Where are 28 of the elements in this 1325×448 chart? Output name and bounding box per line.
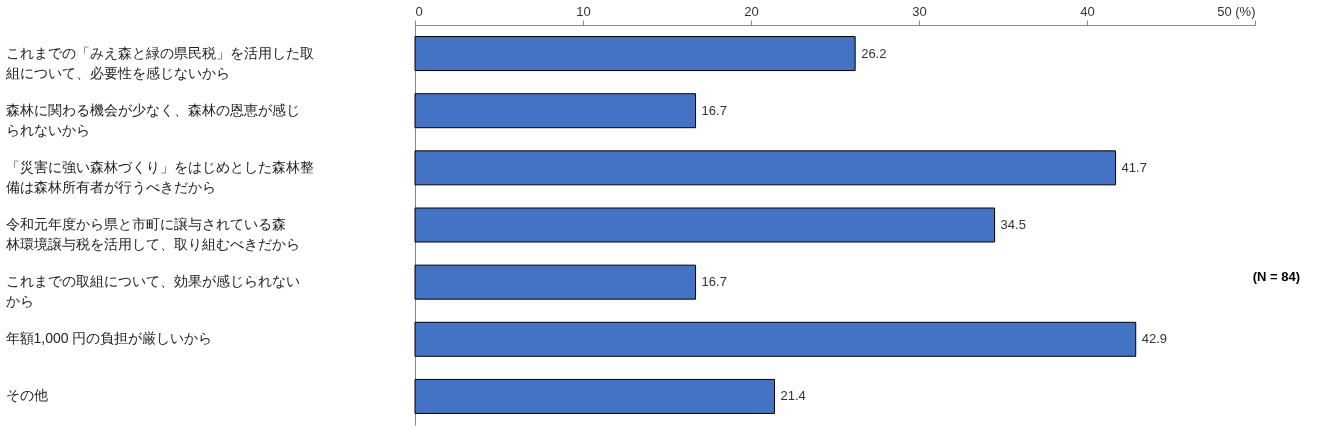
data-label: 16.7 — [701, 274, 727, 290]
x-tick-label: 30 — [912, 3, 927, 19]
y-tick-label: 森林に関わる機会が少なく、森林の恩恵が感じられないから — [5, 101, 300, 138]
bar — [414, 321, 1137, 357]
y-tick-label: その他 — [5, 387, 48, 404]
data-label: 21.4 — [780, 388, 806, 404]
data-label: 34.5 — [1000, 217, 1026, 232]
y-tick-label: 年額1,000 円の負担が厳しいから — [5, 330, 213, 347]
bar — [414, 207, 996, 243]
bar — [414, 36, 856, 72]
bar — [414, 93, 697, 129]
x-tick-label: 40 — [1080, 3, 1095, 19]
data-label: 26.2 — [861, 45, 887, 61]
bar — [414, 264, 697, 300]
x-tick-label: 10 — [576, 3, 591, 19]
data-label: 41.7 — [1121, 159, 1147, 175]
x-tick-label: 20 — [744, 3, 759, 19]
y-tick-label: これまでの「みえ森と緑の県民税」を活用した取組について、必要性を感じないから — [4, 44, 314, 81]
x-tick-label: 50 (%) — [1217, 3, 1256, 19]
data-label: 16.7 — [701, 102, 727, 118]
annotation: (N = 84) — [1252, 269, 1300, 284]
x-tick-label: 0 — [415, 3, 423, 19]
y-tick-label: これまでの取組について、効果が感じられないから — [5, 273, 300, 310]
y-tick-label: 「災害に強い森林づくり」をはじめとした森林整備は森林所有者が行うべきだから — [5, 158, 314, 195]
bar — [414, 378, 776, 414]
data-label: 42.9 — [1141, 331, 1168, 347]
bar — [414, 150, 1117, 186]
y-tick-label: 令和元年度から県と市町に譲与されている森林環境譲与税を活用して、取り組むべきだから — [4, 216, 300, 252]
